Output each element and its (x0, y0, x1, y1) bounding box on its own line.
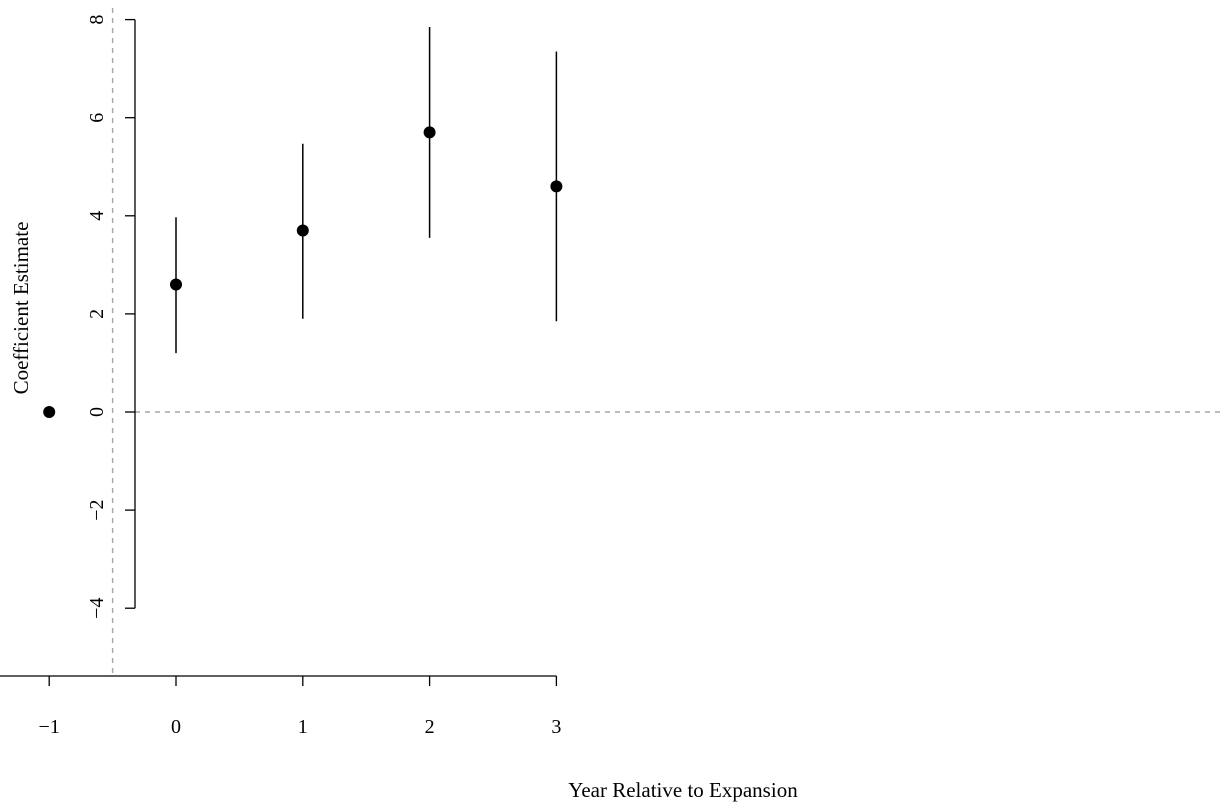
x-tick-label: 0 (171, 716, 181, 738)
point-estimate (550, 180, 563, 193)
point-estimate (170, 278, 182, 291)
y-tick-label: 0 (86, 407, 108, 417)
x-tick-label: 1 (298, 716, 308, 738)
x-tick-label: −1 (39, 716, 60, 738)
x-tick-label: 2 (425, 716, 435, 738)
y-tick-label: −2 (86, 499, 108, 520)
y-axis-title: Coefficient Estimate (9, 222, 33, 395)
y-tick-label: 2 (86, 309, 108, 319)
x-tick-label: 3 (551, 716, 561, 738)
point-estimate (296, 224, 309, 237)
y-tick-label: −4 (86, 598, 108, 619)
y-tick-label: 6 (86, 113, 108, 123)
point-estimate (43, 406, 56, 418)
point-estimate (423, 126, 436, 139)
y-tick-label: 4 (86, 211, 108, 221)
x-axis-title: Year Relative to Expansion (568, 778, 798, 802)
y-tick-label: 8 (86, 15, 108, 25)
